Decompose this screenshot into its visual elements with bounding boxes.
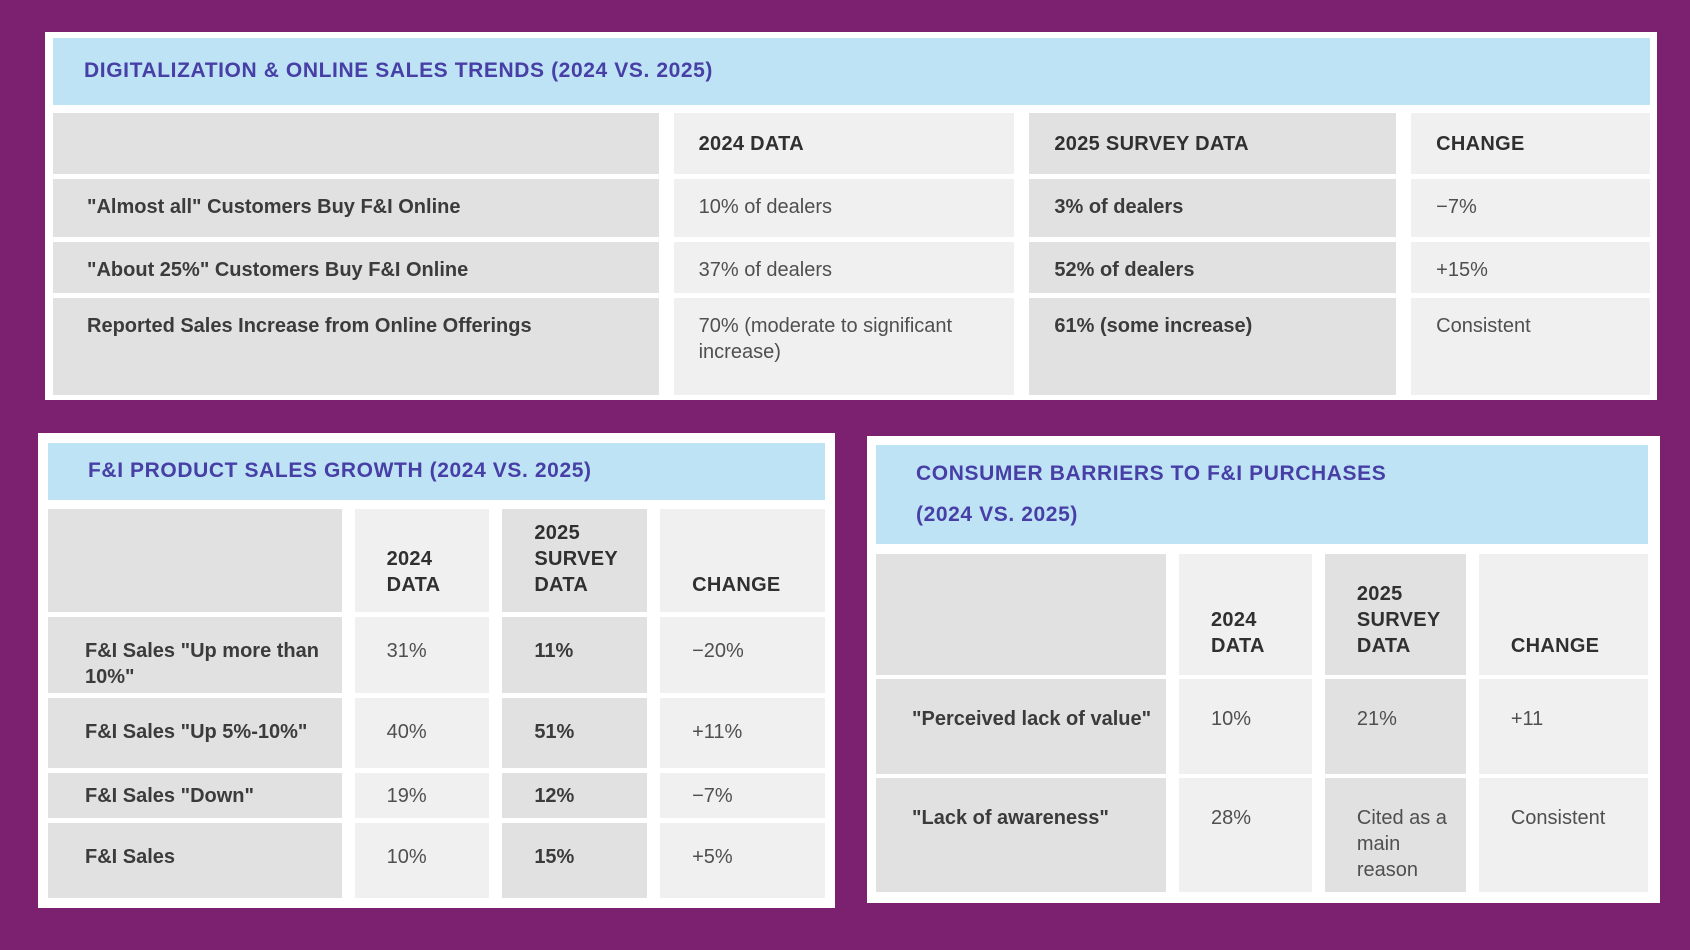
row-label: F&I Sales: [48, 823, 342, 898]
value-2024: 19%: [354, 773, 490, 818]
value-2025: 52% of dealers: [1029, 242, 1397, 293]
value-2024: 70% (moderate to significant increase): [673, 298, 1015, 395]
value-2025: Cited as a main reason: [1324, 778, 1466, 892]
row-label: Reported Sales Increase from Online Offe…: [53, 298, 659, 395]
value-2025: 51%: [502, 698, 648, 768]
column-header-2025-survey-data: 2025 SURVEY DATA: [502, 509, 648, 612]
column-header-blank: [876, 554, 1166, 675]
digitalization-card-title-bar: DIGITALIZATION & ONLINE SALES TRENDS (20…: [53, 38, 1650, 105]
consumer-barriers-card: CONSUMER BARRIERS TO F&I PURCHASES (2024…: [867, 436, 1660, 903]
value-change: +11: [1478, 679, 1648, 774]
column-header-2024-data: 2024 DATA: [673, 113, 1015, 174]
column-header-2025-survey-data: 2025 SURVEY DATA: [1324, 554, 1466, 675]
row-label: "Lack of awareness": [876, 778, 1166, 892]
value-change: −7%: [660, 773, 825, 818]
row-label: "Perceived lack of value": [876, 679, 1166, 774]
column-header-change: CHANGE: [1411, 113, 1650, 174]
value-change: +5%: [660, 823, 825, 898]
column-header-2024-data: 2024 DATA: [354, 509, 490, 612]
value-2025: 3% of dealers: [1029, 179, 1397, 237]
value-2025: 61% (some increase): [1029, 298, 1397, 395]
column-header-change: CHANGE: [660, 509, 825, 612]
row-label: F&I Sales "Up 5%-10%": [48, 698, 342, 768]
value-2024: 37% of dealers: [673, 242, 1015, 293]
value-2024: 10%: [354, 823, 490, 898]
barriers-table: 2024 DATA 2025 SURVEY DATA CHANGE "Perce…: [876, 554, 1648, 892]
value-change: −7%: [1411, 179, 1650, 237]
value-change: +11%: [660, 698, 825, 768]
column-header-blank: [53, 113, 659, 174]
card-title: F&I PRODUCT SALES GROWTH (2024 VS. 2025): [88, 459, 592, 483]
barriers-card-title-bar: CONSUMER BARRIERS TO F&I PURCHASES (2024…: [876, 445, 1648, 544]
value-2025: 12%: [502, 773, 648, 818]
column-header-2025-survey-data: 2025 SURVEY DATA: [1029, 113, 1397, 174]
row-label: F&I Sales "Down": [48, 773, 342, 818]
value-change: Consistent: [1478, 778, 1648, 892]
card-title-line-2: (2024 VS. 2025): [916, 503, 1078, 526]
column-header-change: CHANGE: [1478, 554, 1648, 675]
row-label: F&I Sales "Up more than 10%": [48, 617, 342, 693]
value-2024: 28%: [1178, 778, 1312, 892]
value-2024: 31%: [354, 617, 490, 693]
growth-table: 2024 DATA 2025 SURVEY DATA CHANGE F&I Sa…: [48, 509, 825, 898]
row-label: "Almost all" Customers Buy F&I Online: [53, 179, 659, 237]
card-title-line-1: CONSUMER BARRIERS TO F&I PURCHASES: [916, 461, 1387, 485]
card-title: DIGITALIZATION & ONLINE SALES TRENDS (20…: [84, 59, 714, 83]
growth-card-title-bar: F&I PRODUCT SALES GROWTH (2024 VS. 2025): [48, 443, 825, 500]
row-label: "About 25%" Customers Buy F&I Online: [53, 242, 659, 293]
value-2024: 10%: [1178, 679, 1312, 774]
digitalization-table: 2024 DATA 2025 SURVEY DATA CHANGE "Almos…: [53, 113, 1650, 395]
value-2024: 10% of dealers: [673, 179, 1015, 237]
value-change: Consistent: [1411, 298, 1650, 395]
value-2025: 11%: [502, 617, 648, 693]
digitalization-trends-card: DIGITALIZATION & ONLINE SALES TRENDS (20…: [45, 32, 1657, 400]
column-header-2024-data: 2024 DATA: [1178, 554, 1312, 675]
value-change: −20%: [660, 617, 825, 693]
value-2025: 21%: [1324, 679, 1466, 774]
column-header-blank: [48, 509, 342, 612]
value-2024: 40%: [354, 698, 490, 768]
value-change: +15%: [1411, 242, 1650, 293]
fi-product-sales-growth-card: F&I PRODUCT SALES GROWTH (2024 VS. 2025)…: [38, 433, 835, 908]
value-2025: 15%: [502, 823, 648, 898]
